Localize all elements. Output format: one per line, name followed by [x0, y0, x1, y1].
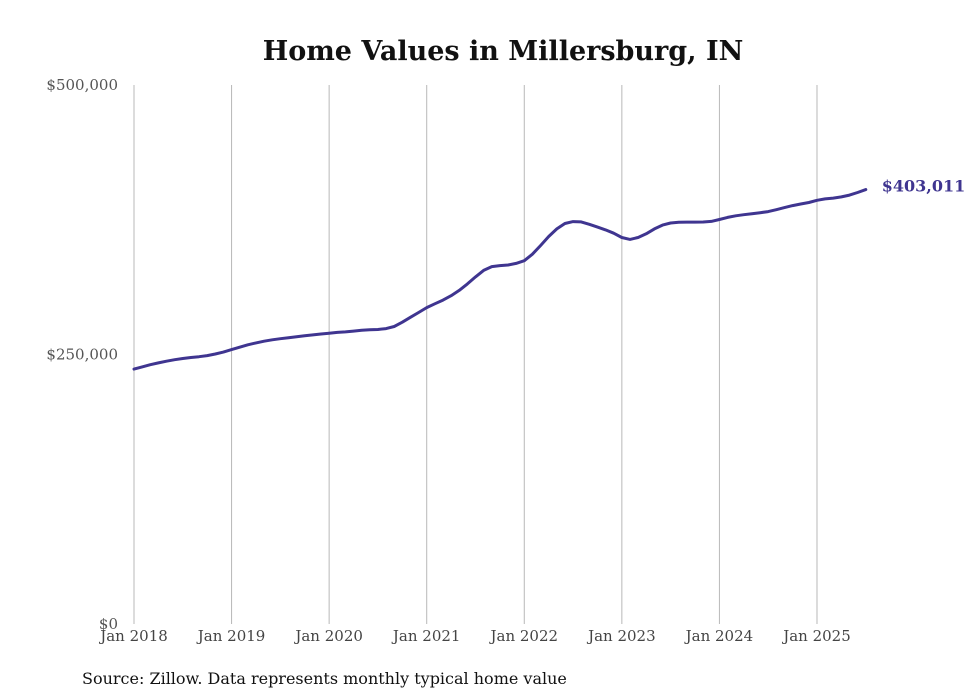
chart-title: Home Values in Millersburg, IN: [263, 36, 744, 67]
source-note: Source: Zillow. Data represents monthly …: [82, 669, 567, 688]
x-tick-label: Jan 2023: [586, 627, 656, 645]
x-tick-label: Jan 2019: [196, 627, 266, 645]
x-axis: Jan 2018 Jan 2019 Jan 2020 Jan 2021 Jan 2022…: [98, 627, 851, 645]
x-tick-label: Jan 2022: [488, 627, 558, 645]
y-tick-label: $500,000: [46, 76, 118, 94]
x-tick-label: Jan 2024: [684, 627, 754, 645]
x-tick-label: Jan 2018: [98, 627, 168, 645]
y-tick-label: $250,000: [46, 346, 118, 364]
end-value-label: $403,011: [882, 177, 966, 196]
y-tick-label: $0: [99, 615, 118, 633]
x-tick-label: Jan 2025: [781, 627, 851, 645]
grid-layer: [133, 85, 818, 624]
x-tick-label: Jan 2020: [293, 627, 363, 645]
y-axis: $500,000 $250,000 $0: [46, 76, 118, 633]
series-line-0: [132, 188, 868, 371]
series-layer: [132, 188, 868, 371]
x-tick-label: Jan 2021: [391, 627, 461, 645]
